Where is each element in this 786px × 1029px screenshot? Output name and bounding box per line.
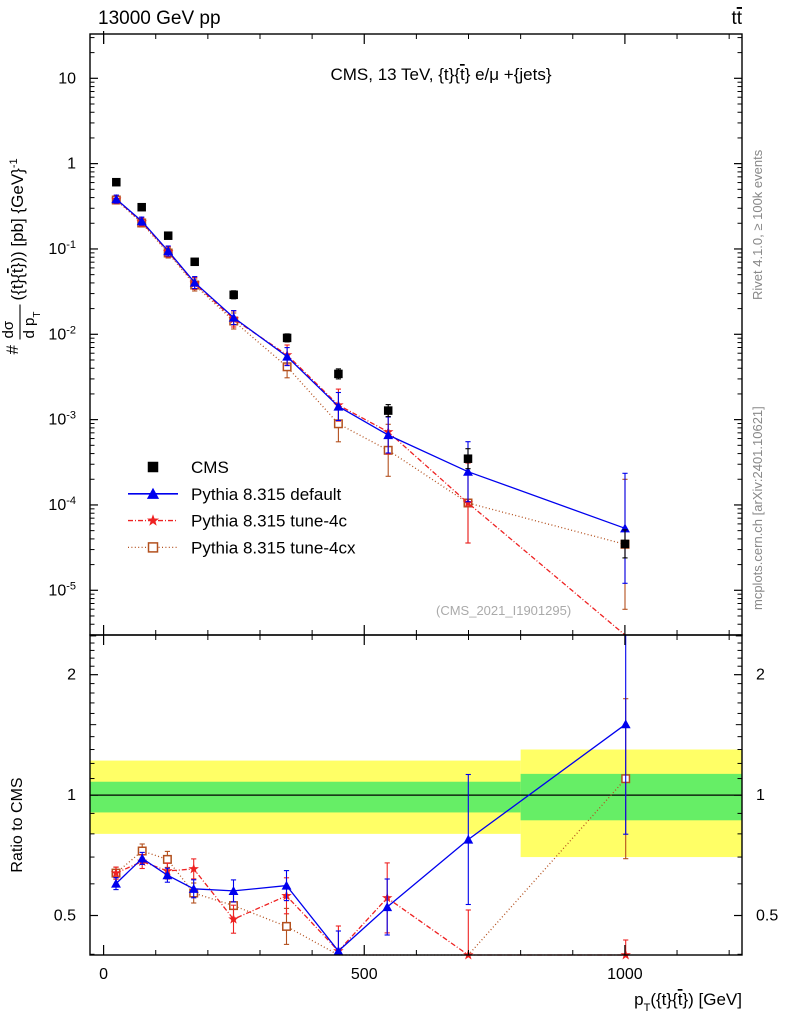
svg-text:1: 1 bbox=[67, 156, 76, 173]
svg-text:0: 0 bbox=[99, 966, 108, 983]
svg-text:1000: 1000 bbox=[607, 966, 643, 983]
svg-text:d pT: d pT bbox=[21, 312, 43, 339]
svg-text:Pythia 8.315 tune-4cx: Pythia 8.315 tune-4cx bbox=[191, 538, 356, 557]
svg-text:10-5: 10-5 bbox=[48, 580, 76, 599]
svg-text:0.5: 0.5 bbox=[54, 908, 76, 925]
svg-text:0.5: 0.5 bbox=[756, 908, 778, 925]
svg-text:dσ: dσ bbox=[0, 320, 17, 338]
svg-text:Pythia 8.315 default: Pythia 8.315 default bbox=[191, 485, 342, 504]
svg-text:2: 2 bbox=[67, 667, 76, 684]
svg-text:2: 2 bbox=[756, 667, 765, 684]
svg-text:Pythia 8.315 tune-4c: Pythia 8.315 tune-4c bbox=[191, 512, 347, 531]
svg-text:10-1: 10-1 bbox=[48, 239, 76, 258]
svg-text:1: 1 bbox=[67, 787, 76, 804]
svg-text:(CMS_2021_I1901295): (CMS_2021_I1901295) bbox=[436, 603, 571, 618]
svg-text:10-4: 10-4 bbox=[48, 495, 76, 514]
svg-text:#: # bbox=[3, 345, 22, 355]
svg-text:10-3: 10-3 bbox=[48, 410, 76, 429]
svg-text:Ratio to CMS: Ratio to CMS bbox=[9, 777, 26, 872]
svg-text:Rivet 4.1.0, ≥ 100k events: Rivet 4.1.0, ≥ 100k events bbox=[750, 149, 765, 300]
svg-text:CMS: CMS bbox=[191, 458, 229, 477]
svg-text:500: 500 bbox=[351, 966, 378, 983]
svg-text:10: 10 bbox=[58, 70, 76, 87]
svg-text:10-2: 10-2 bbox=[48, 324, 76, 343]
svg-text:mcplots.cern.ch [arXiv:2401.10: mcplots.cern.ch [arXiv:2401.10621] bbox=[750, 406, 765, 610]
svg-text:tt: tt bbox=[731, 8, 742, 29]
svg-text:({t}{t})) [pb] {GeV}-1: ({t}{t})) [pb] {GeV}-1 bbox=[8, 158, 27, 300]
svg-text:1: 1 bbox=[756, 787, 765, 804]
svg-text:13000 GeV pp: 13000 GeV pp bbox=[98, 8, 221, 29]
svg-text:pT({t}{t}) [GeV]: pT({t}{t}) [GeV] bbox=[634, 990, 742, 1014]
svg-text:CMS, 13 TeV, {t}{t} e/μ +{jets: CMS, 13 TeV, {t}{t} e/μ +{jets} bbox=[330, 65, 551, 84]
